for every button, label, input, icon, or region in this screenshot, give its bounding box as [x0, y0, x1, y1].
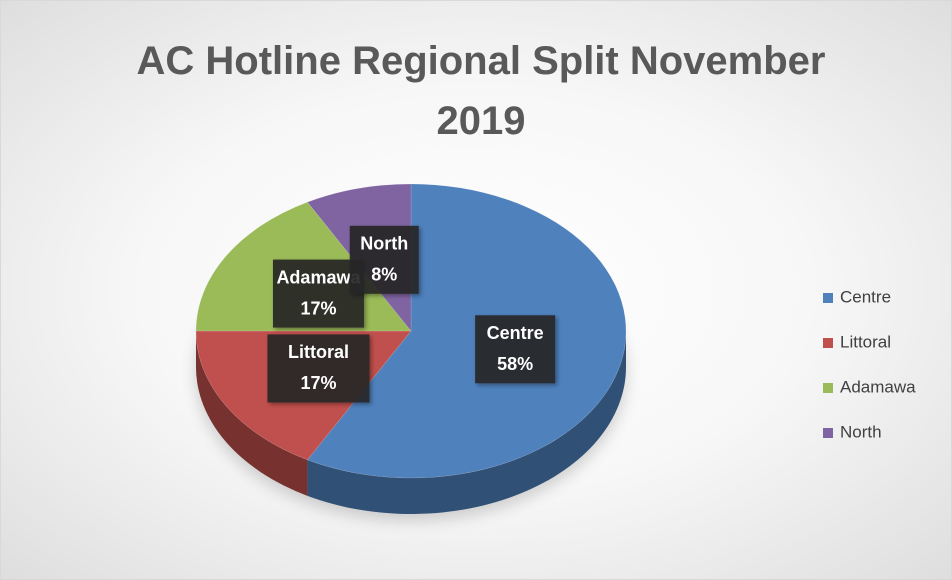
data-label-category: Centre	[487, 323, 544, 343]
data-label: Centre 58%	[475, 315, 556, 384]
data-label-value: 58%	[497, 354, 533, 374]
legend-swatch	[823, 293, 833, 303]
legend-label: Centre	[840, 287, 891, 306]
data-label: North 8%	[349, 225, 419, 294]
data-label-category: Littoral	[288, 342, 349, 362]
data-label-category: North	[360, 234, 408, 254]
legend-swatch	[823, 428, 833, 438]
legend-label: Littoral	[840, 332, 891, 351]
data-label-box	[267, 334, 370, 403]
legend-swatch	[823, 338, 833, 348]
slice-side	[307, 331, 626, 514]
legend-label: North	[840, 422, 882, 441]
legend-swatch	[823, 383, 833, 393]
data-label-box	[349, 225, 419, 294]
slice	[307, 183, 627, 479]
legend-label: Adamawa	[840, 377, 916, 396]
data-label-value: 8%	[371, 265, 397, 285]
data-label: Littoral 17%	[267, 334, 370, 403]
slice-side	[196, 331, 308, 496]
chart-title: AC Hotline Regional Split November 2019	[136, 39, 826, 143]
data-label-category: Adamawa	[276, 267, 361, 287]
data-label-box	[272, 259, 364, 328]
data-label-box	[475, 315, 556, 384]
data-label-value: 17%	[300, 373, 336, 393]
data-label: Adamawa 17%	[272, 259, 364, 328]
data-label-value: 17%	[300, 298, 336, 318]
